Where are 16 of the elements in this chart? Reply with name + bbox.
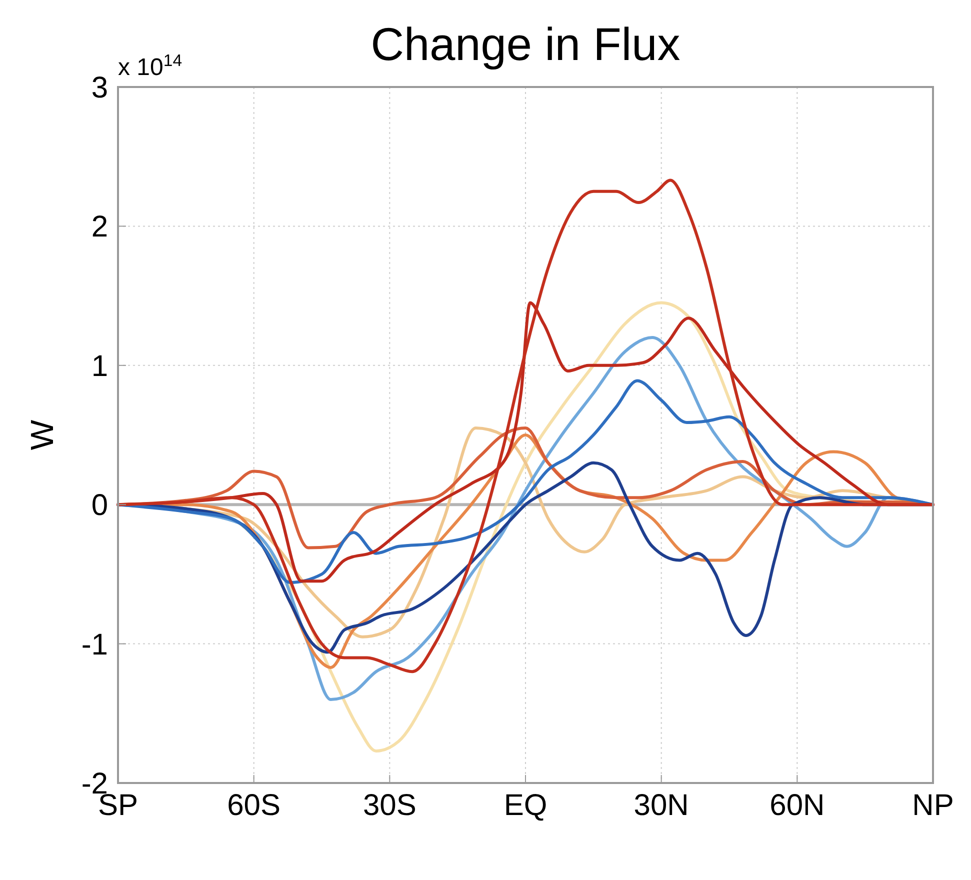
x-tick-label: 60S <box>227 789 281 822</box>
y-tick-label: 3 <box>91 72 108 104</box>
line-series <box>116 178 934 674</box>
line-series <box>116 379 934 584</box>
x-tick-label: 60N <box>770 789 825 822</box>
chart-title: Change in Flux <box>370 18 680 70</box>
x-tick-label: 30N <box>634 789 689 822</box>
y-tick-label: -1 <box>81 628 108 662</box>
y-tick-label: 2 <box>91 210 108 244</box>
x-tick-label: 30S <box>362 789 416 822</box>
text: x 10$^{14}$ <box>118 50 182 81</box>
x-tick-label: NP <box>912 789 954 822</box>
y-tick-label: 0 <box>91 489 108 522</box>
y-axis-title: W <box>24 419 60 450</box>
y-tick-label: 1 <box>91 350 108 383</box>
x-tick-label: EQ <box>504 789 548 822</box>
